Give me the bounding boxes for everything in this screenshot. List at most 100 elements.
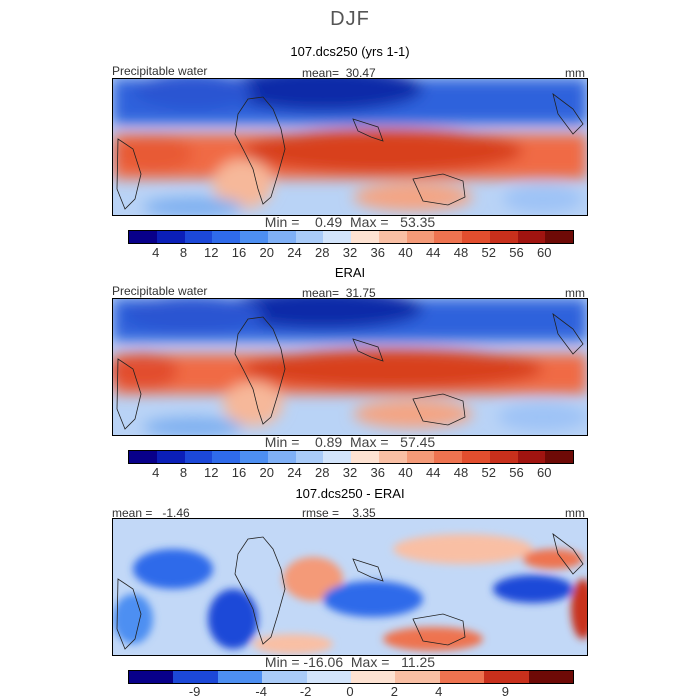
colorbar-swatch [434, 451, 462, 463]
colorbar-swatch [395, 671, 440, 683]
colorbar-swatch [528, 671, 574, 683]
colorbar-swatch [351, 671, 396, 683]
colorbar-tick-label: 0 [346, 684, 354, 699]
panel-2-units-label: mm [565, 286, 585, 300]
colorbar-swatch [217, 671, 263, 683]
colorbar-swatch [129, 451, 157, 463]
colorbar-swatch [295, 231, 324, 243]
colorbar-tick-label: 52 [481, 465, 496, 480]
colorbar-tick-label: 2 [390, 684, 399, 699]
colorbar-tick-label: 44 [426, 465, 441, 480]
panel-2-colorbar [128, 450, 574, 464]
panel-2-map [112, 298, 588, 436]
panel-1-minmax: Min = 0.49 Max = 53.35 [264, 214, 436, 230]
colorbar-tick-label: 24 [287, 465, 302, 480]
panel-1-colorbar [128, 230, 574, 244]
colorbar-tick-label: 44 [426, 245, 441, 260]
panel-2-colorbar-ticks: 4 8 12 16 20 24 28 32 36 40 44 48 52 56 60 [128, 465, 572, 480]
colorbar-tick-label: 12 [204, 465, 219, 480]
colorbar-tick-label: 4 [152, 245, 160, 260]
colorbar-tick-label: -4 [255, 684, 267, 699]
colorbar-swatch [184, 231, 213, 243]
colorbar-swatch [378, 231, 407, 243]
colorbar-tick-label: 48 [453, 245, 469, 260]
panel-3-heading: 107.dcs250 - ERAI [295, 486, 405, 501]
colorbar-tick-label: 36 [370, 465, 385, 480]
panel-3-rmse-label: rmse = 3.35 [302, 506, 376, 520]
colorbar-swatch [439, 671, 485, 683]
colorbar-swatch [129, 671, 174, 683]
panel-3-mean-label: mean = -1.46 [112, 506, 190, 520]
colorbar-swatch [240, 451, 268, 463]
colorbar-tick-label: 32 [342, 465, 358, 480]
panel-1-map [112, 78, 588, 216]
colorbar-tick-label: 16 [231, 245, 247, 260]
panel-3-map [112, 518, 588, 656]
colorbar-tick-label: 12 [204, 245, 219, 260]
colorbar-tick-label: 56 [509, 245, 524, 260]
colorbar-tick-label: 56 [509, 465, 524, 480]
colorbar-tick-label: 4 [435, 684, 443, 699]
colorbar-swatch [351, 231, 379, 243]
colorbar-swatch [462, 231, 490, 243]
colorbar-tick-label: 40 [398, 245, 413, 260]
panel-1-units-label: mm [565, 66, 585, 80]
colorbar-swatch [306, 671, 352, 683]
panel-2-heading: ERAI [334, 265, 366, 280]
colorbar-swatch [295, 451, 324, 463]
panel-1-mean-label: mean= 30.47 [302, 66, 376, 80]
colorbar-swatch [212, 451, 240, 463]
colorbar-tick-label: 9 [501, 684, 510, 699]
colorbar-swatch [434, 231, 462, 243]
colorbar-swatch [156, 231, 185, 243]
colorbar-tick-label: 28 [315, 465, 330, 480]
colorbar-swatch [323, 231, 351, 243]
colorbar-tick-label: 60 [537, 465, 552, 480]
colorbar-swatch [129, 231, 157, 243]
colorbar-swatch [212, 231, 240, 243]
figure-title: DJF [330, 8, 370, 30]
colorbar-swatch [262, 671, 307, 683]
colorbar-tick-label: 28 [315, 245, 330, 260]
panel-1-colorbar-ticks: 4 8 12 16 20 24 28 32 36 40 44 48 52 56 60 [128, 245, 572, 260]
panel-3-colorbar-ticks: -9 -4 -2 0 2 4 9 [128, 684, 572, 699]
colorbar-swatch [489, 451, 518, 463]
colorbar-swatch [517, 231, 546, 243]
panel-1-heading: 107.dcs250 (yrs 1-1) [290, 44, 410, 59]
panel-2-mean-label: mean= 31.75 [302, 286, 376, 300]
colorbar-tick-label: 52 [481, 245, 496, 260]
colorbar-swatch [173, 671, 218, 683]
colorbar-swatch [184, 451, 213, 463]
colorbar-tick-label: 48 [453, 465, 469, 480]
colorbar-swatch [378, 451, 407, 463]
panel-1-field-label: Precipitable water [112, 64, 208, 78]
colorbar-swatch [406, 451, 435, 463]
colorbar-tick-label: 20 [259, 465, 274, 480]
colorbar-swatch [156, 451, 185, 463]
colorbar-tick-label: 40 [398, 465, 413, 480]
colorbar-swatch [267, 451, 296, 463]
panel-3-minmax: Min = -16.06 Max = 11.25 [264, 654, 436, 670]
panel-2-field-label: Precipitable water [112, 284, 208, 298]
colorbar-swatch [517, 451, 546, 463]
colorbar-tick-label: -2 [299, 684, 312, 699]
colorbar-swatch [462, 451, 490, 463]
colorbar-swatch [545, 451, 573, 463]
panel-3-colorbar [128, 670, 574, 684]
colorbar-swatch [489, 231, 518, 243]
colorbar-swatch [323, 451, 351, 463]
colorbar-tick-label: 8 [179, 245, 188, 260]
colorbar-tick-label: 24 [287, 245, 302, 260]
colorbar-tick-label: 36 [370, 245, 385, 260]
panel-3-units-label: mm [565, 506, 585, 520]
colorbar-tick-label: 20 [259, 245, 274, 260]
colorbar-tick-label: 60 [537, 245, 552, 260]
panel-2-minmax: Min = 0.89 Max = 57.45 [264, 434, 436, 450]
colorbar-tick-label: -9 [188, 684, 201, 699]
colorbar-swatch [267, 231, 296, 243]
colorbar-tick-label: 4 [152, 465, 160, 480]
colorbar-swatch [484, 671, 529, 683]
colorbar-tick-label: 32 [342, 245, 358, 260]
colorbar-tick-label: 16 [231, 465, 247, 480]
colorbar-swatch [406, 231, 435, 243]
